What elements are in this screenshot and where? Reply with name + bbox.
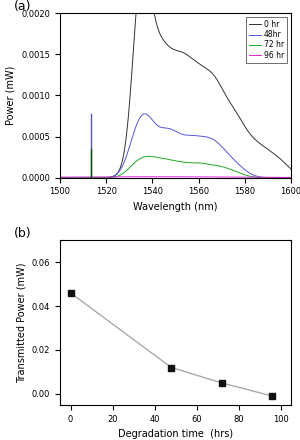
0 hr: [260, 142, 263, 147]
Point: [270, 392, 274, 400]
Legend: 0 hr, 48hr, 72 hr, 96 hr: 0 hr, 48hr, 72 hr, 96 hr: [246, 17, 287, 62]
48hr: [285, 175, 288, 180]
0 hr: [157, 28, 160, 33]
0 hr: [58, 175, 62, 180]
72 hr: [157, 155, 160, 160]
Line: 0 hr: 0 hr: [60, 13, 291, 178]
72 hr: [147, 154, 150, 159]
96 hr: [151, 174, 154, 180]
48hr: [147, 113, 151, 118]
96 hr: [260, 175, 263, 180]
48hr: [289, 175, 293, 180]
96 hr: [147, 174, 150, 180]
Y-axis label: Power (mW): Power (mW): [6, 66, 16, 125]
72 hr: [289, 175, 293, 180]
72 hr: [58, 175, 62, 180]
72 hr: [147, 154, 151, 159]
48hr: [143, 111, 147, 117]
48hr: [58, 175, 62, 180]
96 hr: [85, 174, 88, 180]
0 hr: [147, 11, 151, 16]
0 hr: [85, 175, 88, 180]
48hr: [260, 175, 263, 180]
72 hr: [260, 175, 263, 180]
0 hr: [134, 11, 138, 16]
0 hr: [289, 166, 293, 172]
96 hr: [285, 175, 288, 180]
72 hr: [285, 175, 288, 180]
0 hr: [285, 162, 288, 168]
Point: [169, 364, 174, 371]
Line: 48hr: 48hr: [60, 114, 291, 178]
48hr: [85, 175, 88, 180]
Y-axis label: Transmitted Power (mW): Transmitted Power (mW): [16, 262, 26, 383]
X-axis label: Degradation time  (hrs): Degradation time (hrs): [118, 429, 233, 439]
96 hr: [98, 174, 102, 180]
72 hr: [85, 175, 88, 180]
Point: [219, 379, 224, 386]
Text: (a): (a): [14, 0, 31, 13]
X-axis label: Wavelength (nm): Wavelength (nm): [133, 202, 218, 212]
96 hr: [289, 175, 293, 180]
0 hr: [98, 175, 102, 180]
Line: 72 hr: 72 hr: [60, 156, 291, 178]
48hr: [157, 124, 160, 129]
96 hr: [157, 174, 160, 180]
48hr: [98, 175, 102, 180]
72 hr: [98, 175, 102, 180]
96 hr: [58, 175, 62, 180]
Point: [68, 290, 73, 297]
Text: (b): (b): [14, 227, 32, 240]
